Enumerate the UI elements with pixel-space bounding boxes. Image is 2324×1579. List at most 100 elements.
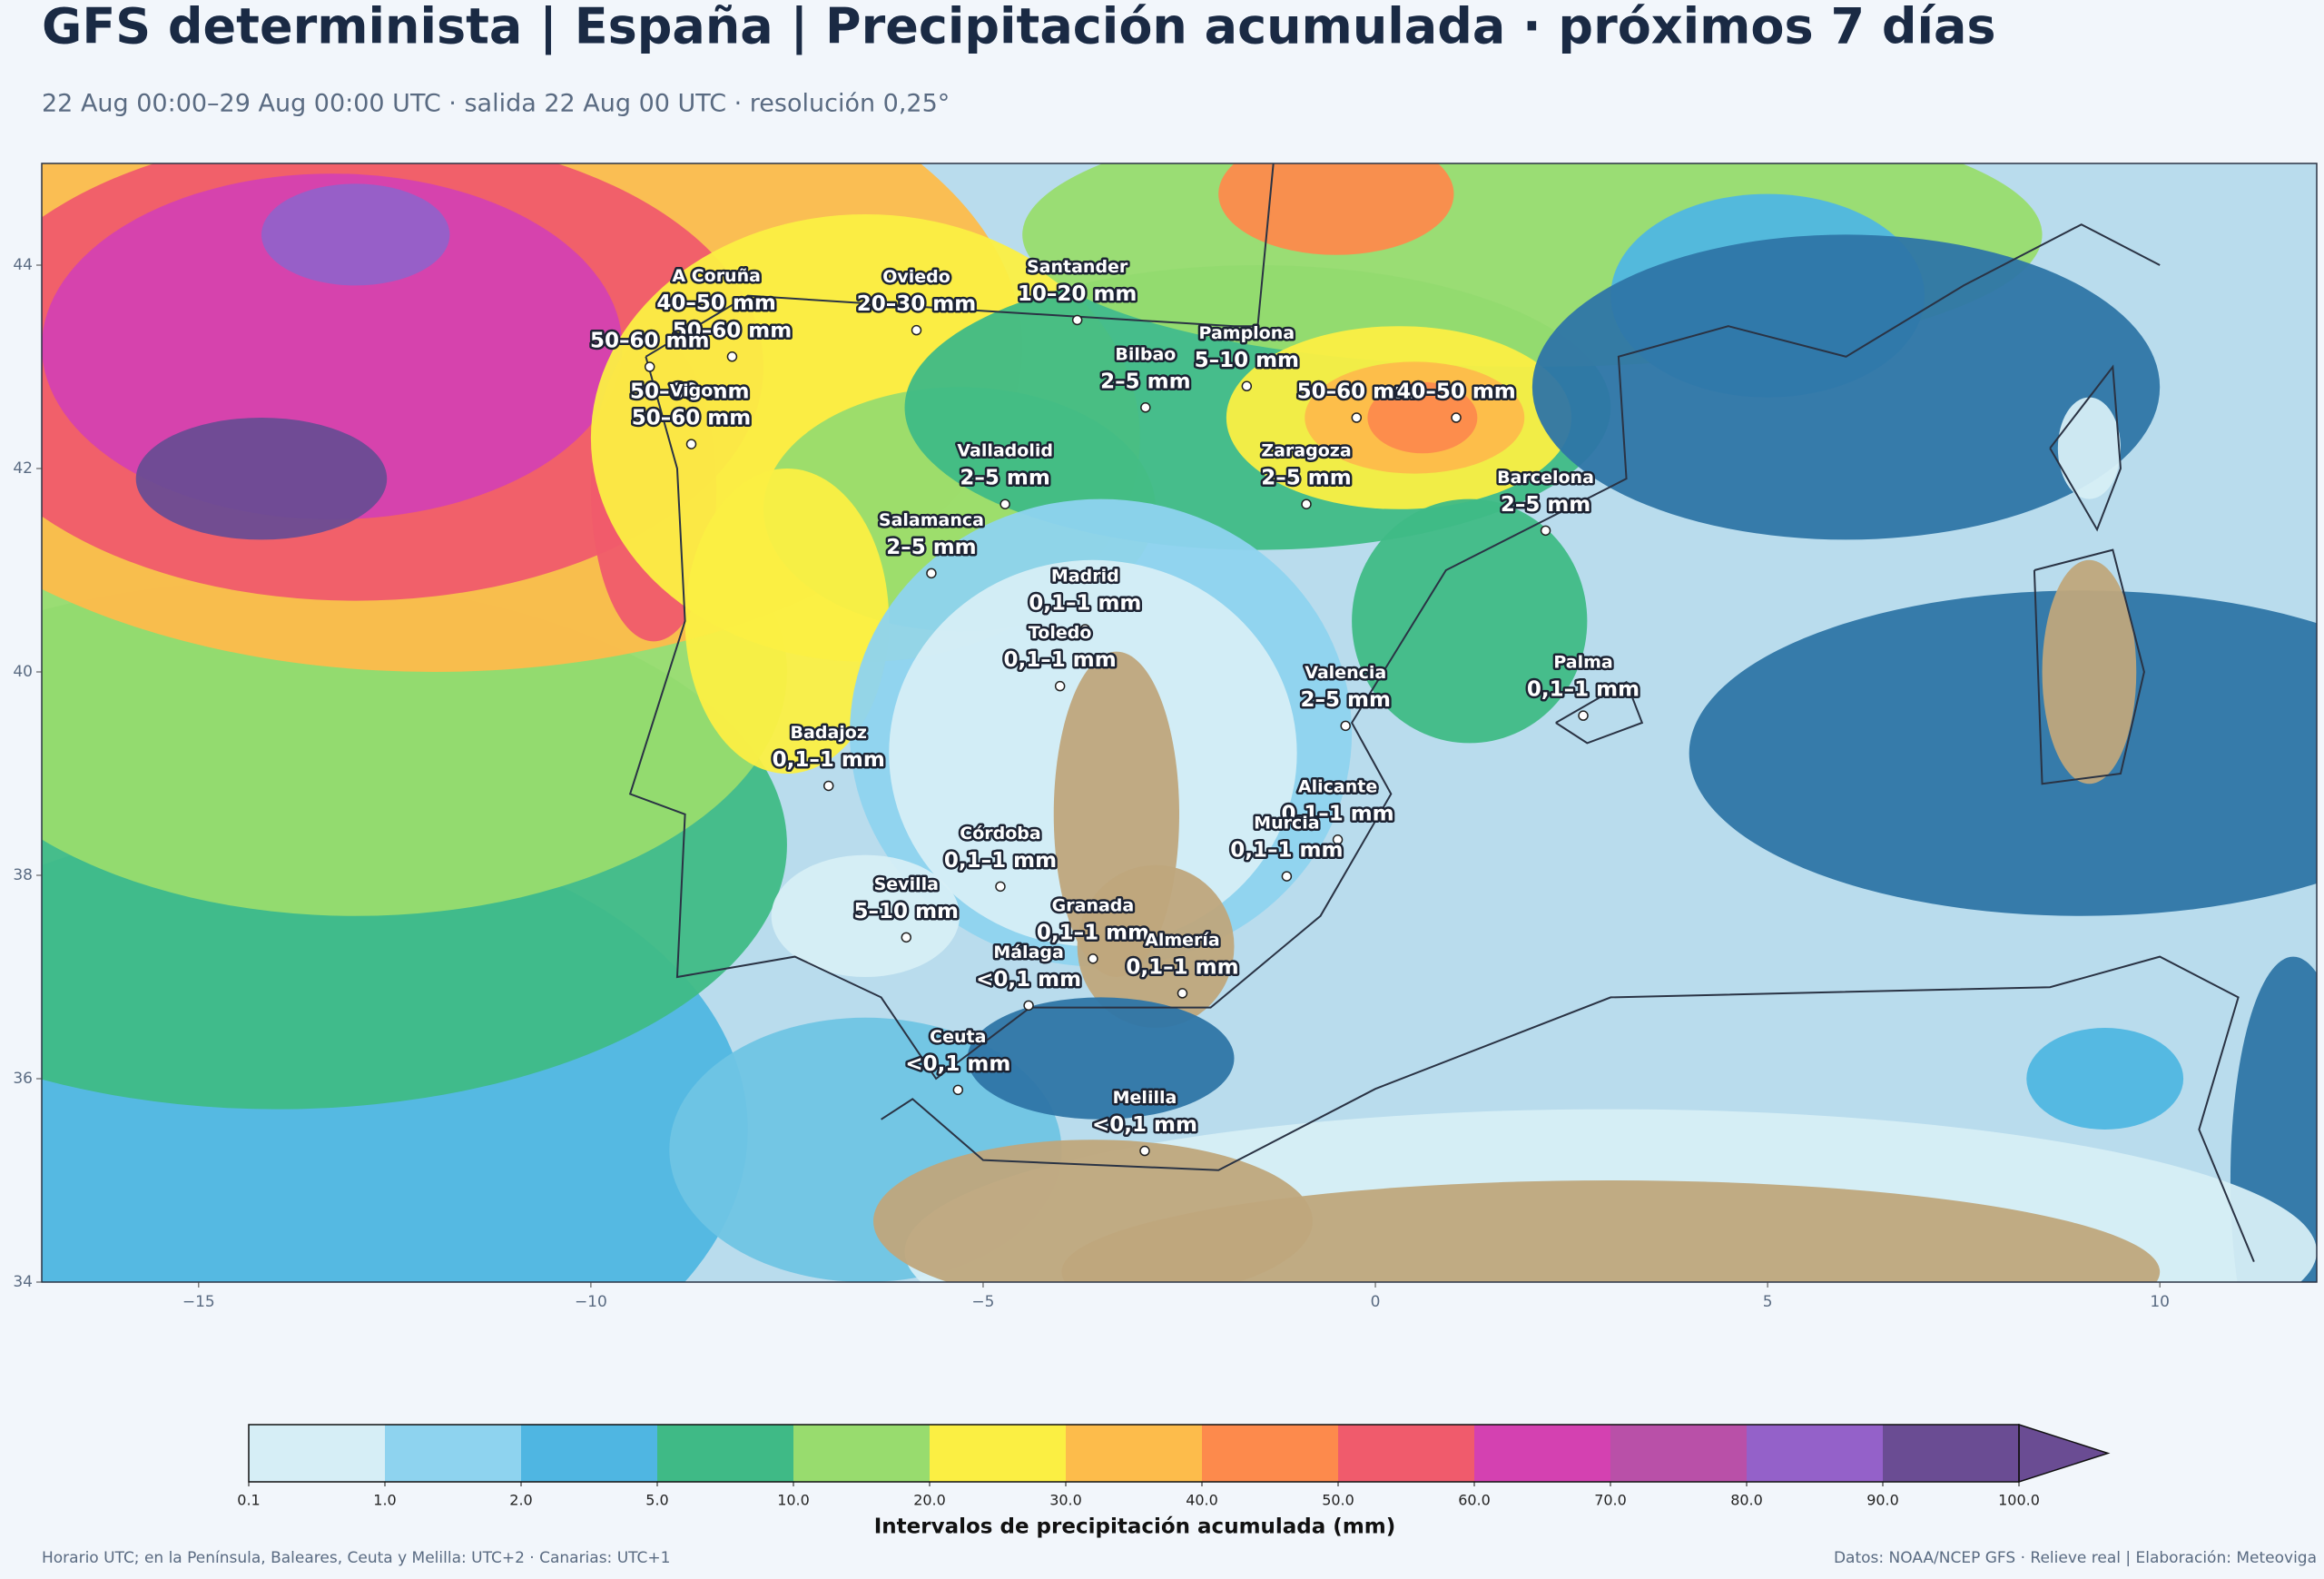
subtitle: 22 Aug 00:00–29 Aug 00:00 UTC · salida 2… [42, 90, 950, 118]
x-tick-label: −15 [182, 1293, 215, 1311]
city-dot [911, 324, 922, 336]
coastline [1555, 680, 1644, 745]
colorbar-frame [248, 1424, 2020, 1483]
precip-area [1218, 163, 1454, 255]
city-dot [1540, 525, 1551, 537]
city-value: 5–10 mm [854, 900, 959, 923]
coastline [645, 163, 1275, 358]
colorbar-label: Intervalos de precipitación acumulada (m… [874, 1515, 1396, 1539]
precip-area [1061, 1180, 2160, 1282]
city-name: A Coruña [672, 266, 761, 286]
city-value: 50–60 mm [630, 380, 749, 404]
colorbar-tick-label: 30.0 [1049, 1492, 1082, 1509]
footer-right: Datos: NOAA/NCEP GFS · Relieve real | El… [1834, 1549, 2317, 1567]
city-dot [1578, 710, 1589, 721]
colorbar-tick-label: 10.0 [777, 1492, 810, 1509]
city-value: <0,1 mm [976, 968, 1081, 992]
colorbar-tick-label: 60.0 [1458, 1492, 1491, 1509]
colorbar-segment [657, 1425, 793, 1482]
city-value: 0,1–1 mm [1004, 648, 1117, 672]
y-tick-label: 40 [13, 663, 33, 681]
city-name: Alicante [1298, 776, 1377, 796]
city-value: 0,1–1 mm [1029, 591, 1141, 615]
x-tick-label: −5 [971, 1293, 994, 1311]
city-dot [1140, 402, 1151, 413]
city-value: 5–10 mm [1195, 349, 1299, 372]
colorbar-segment [1747, 1425, 1883, 1482]
coastline [2049, 364, 2122, 532]
city-name: Valencia [1305, 663, 1386, 683]
city-name: Sevilla [874, 874, 939, 894]
city-name: Almería [1145, 930, 1220, 950]
city-value: 0,1–1 mm [773, 748, 885, 772]
city-name: Vigo [670, 381, 714, 401]
colorbar-segment [1202, 1425, 1338, 1482]
city-dot [1177, 988, 1188, 999]
colorbar-tick-label: 90.0 [1866, 1492, 1899, 1509]
city-value: 2–5 mm [960, 467, 1049, 490]
colorbar-segment [249, 1425, 385, 1482]
city-dot [726, 351, 738, 362]
city-value: 20–30 mm [857, 292, 976, 316]
x-tick-label: 5 [1763, 1293, 1773, 1311]
precip-area [1077, 864, 1235, 1028]
precip-area [2042, 559, 2137, 785]
colorbar-segment [930, 1425, 1066, 1482]
map-frame [41, 163, 2318, 1283]
colorbar-tick-label: 50.0 [1322, 1492, 1354, 1509]
city-dot [1071, 314, 1083, 326]
city-name: Bilbao [1115, 344, 1176, 364]
colorbar-tick-label: 70.0 [1594, 1492, 1627, 1509]
colorbar-tick-label: 5.0 [645, 1492, 668, 1509]
precip-area [1689, 590, 2317, 916]
x-tick-label: 10 [2150, 1293, 2170, 1311]
precip-area [873, 1140, 1313, 1282]
colorbar-segment [385, 1425, 521, 1482]
city-name: Málaga [993, 942, 1063, 962]
city-value: 50–60 mm [632, 407, 751, 430]
colorbar-segment [1066, 1425, 1202, 1482]
colorbar-tick-label: 80.0 [1730, 1492, 1763, 1509]
city-dot [1054, 680, 1066, 692]
city-dot [995, 881, 1006, 893]
city-value: <0,1 mm [1092, 1113, 1197, 1137]
colorbar-segment [1338, 1425, 1474, 1482]
precip-area [2026, 1028, 2184, 1130]
y-tick-label: 38 [13, 866, 33, 884]
colorbar-segment [793, 1425, 930, 1482]
colorbar-tick-label: 40.0 [1186, 1492, 1218, 1509]
x-tick-label: −10 [575, 1293, 607, 1311]
city-value: 50–60 mm [590, 330, 709, 353]
city-name: Barcelona [1497, 468, 1594, 488]
city-dot [685, 439, 697, 449]
city-value: 2–5 mm [1261, 467, 1351, 490]
city-value: 50–60 mm [673, 319, 792, 342]
city-value: 10–20 mm [1018, 282, 1137, 306]
city-dot [644, 361, 655, 372]
city-dot [1139, 1145, 1150, 1157]
city-dot [1241, 380, 1253, 392]
city-dot [1023, 1000, 1034, 1012]
y-tick-label: 34 [13, 1273, 33, 1291]
precip-area [684, 469, 890, 774]
coastline [628, 223, 2161, 1081]
city-value: 0,1–1 mm [1527, 678, 1640, 702]
city-dot [1088, 953, 1098, 964]
y-tick-label: 36 [13, 1070, 33, 1088]
city-name: Toledo [1029, 623, 1092, 643]
precip-area [2057, 397, 2121, 499]
city-value: 0,1–1 mm [1281, 802, 1393, 825]
city-dot [1340, 720, 1351, 732]
city-value: 2–5 mm [1300, 688, 1390, 712]
x-tick-label: 0 [1371, 1293, 1381, 1311]
y-tick-label: 42 [13, 459, 33, 478]
colorbar-segment [521, 1425, 657, 1482]
city-dot [1281, 871, 1293, 882]
footer-left: Horario UTC; en la Península, Baleares, … [42, 1549, 670, 1567]
city-value: 40–50 mm [656, 291, 775, 315]
city-name: Murcia [1254, 814, 1319, 834]
city-name: Madrid [1051, 566, 1119, 586]
city-dot [926, 567, 937, 579]
city-name: Santander [1027, 257, 1128, 277]
